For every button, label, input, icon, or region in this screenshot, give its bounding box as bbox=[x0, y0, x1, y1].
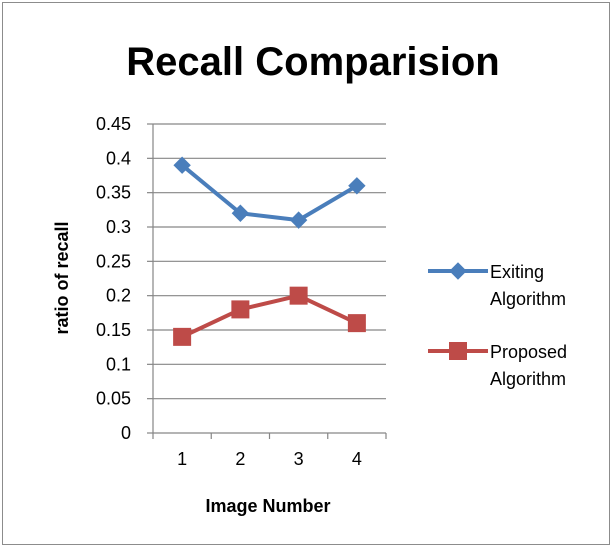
y-tick-label: 0.35 bbox=[96, 183, 131, 203]
series-1-point bbox=[231, 204, 250, 222]
x-tick-label: 1 bbox=[177, 449, 187, 469]
y-tick-label: 0.05 bbox=[96, 389, 131, 409]
y-tick-label: 0.25 bbox=[96, 251, 131, 271]
y-tick-label: 0 bbox=[121, 423, 131, 443]
legend-label: Proposed bbox=[490, 342, 567, 362]
series-1-point bbox=[289, 211, 308, 229]
y-tick-label: 0.1 bbox=[106, 354, 131, 374]
x-tick-label: 2 bbox=[235, 449, 245, 469]
series-2-point bbox=[231, 300, 250, 319]
series-2-point bbox=[173, 327, 192, 346]
y-tick-label: 0.45 bbox=[96, 114, 131, 134]
y-axis-title: ratio of recall bbox=[52, 221, 72, 334]
series-1-point bbox=[348, 177, 366, 195]
chart-frame: Recall Comparision ratio of recall Image… bbox=[2, 2, 610, 545]
x-tick-label: 3 bbox=[294, 449, 304, 469]
legend-label: Exiting bbox=[490, 262, 544, 282]
x-tick-label: 4 bbox=[352, 449, 362, 469]
y-tick-label: 0.3 bbox=[106, 217, 131, 237]
y-tick-label: 0.15 bbox=[96, 320, 131, 340]
legend-swatch-marker bbox=[449, 342, 467, 360]
legend-label: Algorithm bbox=[490, 289, 566, 309]
series-2-point bbox=[347, 314, 366, 333]
series-line-1 bbox=[180, 163, 358, 223]
x-axis-title: Image Number bbox=[205, 496, 330, 516]
series-2-point bbox=[289, 286, 308, 305]
y-tick-label: 0.2 bbox=[106, 286, 131, 306]
series-1-point bbox=[173, 156, 191, 174]
series-line-2 bbox=[181, 293, 358, 339]
chart-title: Recall Comparision bbox=[126, 40, 499, 84]
y-tick-label: 0.4 bbox=[106, 148, 131, 168]
line-chart: Recall Comparision ratio of recall Image… bbox=[52, 40, 567, 516]
legend-label: Algorithm bbox=[490, 369, 566, 389]
legend-swatch-marker bbox=[449, 262, 467, 280]
